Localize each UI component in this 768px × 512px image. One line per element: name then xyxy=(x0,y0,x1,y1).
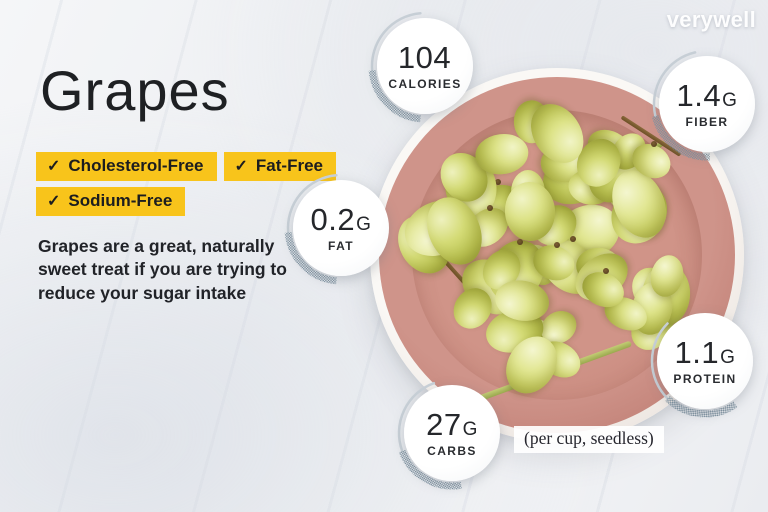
tag-cholesterol-free: ✓ Cholesterol-Free xyxy=(36,152,217,181)
intro-text: Grapes are a great, naturally sweet trea… xyxy=(38,236,287,303)
tag-fat-free: ✓ Fat-Free xyxy=(223,152,336,181)
nutrition-badge-carbs: 27G CARBS xyxy=(392,373,512,493)
check-icon: ✓ xyxy=(47,158,61,175)
check-icon: ✓ xyxy=(47,193,61,210)
badge-value: 1.4 xyxy=(676,77,722,113)
grape-stem-nub xyxy=(602,268,609,274)
grape-stem-nub xyxy=(569,236,576,243)
badge-arc-icon xyxy=(650,322,738,418)
badge-unit: G xyxy=(720,346,736,368)
badge-value: 27 xyxy=(426,406,462,442)
grape-stem-nub xyxy=(487,204,494,211)
grape-stem-nub xyxy=(495,179,501,185)
nutrition-badge-protein: 1.1G PROTEIN xyxy=(645,301,765,421)
badge-arc-icon xyxy=(284,173,338,285)
grape-stem-nub xyxy=(554,242,561,249)
check-icon: ✓ xyxy=(234,158,248,175)
badge-arc-icon xyxy=(651,51,710,161)
badge-arc-icon xyxy=(368,11,422,123)
badge-unit: G xyxy=(356,213,372,235)
badge-value: 1.1 xyxy=(674,334,720,370)
badge-value: 0.2 xyxy=(310,201,356,237)
grape-stem-nub xyxy=(516,238,523,245)
page-title: Grapes xyxy=(40,59,230,122)
tag-sodium-free: ✓ Sodium-Free xyxy=(36,187,186,216)
grapes-cluster xyxy=(370,68,744,442)
badge-label: CARBS xyxy=(427,443,477,458)
verywell-logo: verywell xyxy=(666,7,756,32)
badge-label: FAT xyxy=(328,238,354,253)
badge-circle: 27G CARBS xyxy=(404,385,500,481)
badge-circle: 0.2G FAT xyxy=(293,180,389,276)
badge-label: PROTEIN xyxy=(673,371,737,386)
benefit-tags: ✓ Cholesterol-Free ✓ Fat-Free ✓ Sodium-F… xyxy=(36,152,336,216)
badge-label: CALORIES xyxy=(388,76,462,91)
nutrition-badge-fat: 0.2G FAT xyxy=(281,168,401,288)
tag-label: Fat-Free xyxy=(255,156,323,175)
badge-label: FIBER xyxy=(685,114,729,129)
nutrition-badge-calories: 104 CALORIES xyxy=(365,6,485,126)
badge-unit: G xyxy=(462,418,478,440)
badge-value: 104 xyxy=(397,39,452,75)
badge-circle: 1.1G PROTEIN xyxy=(657,313,753,409)
badge-circle: 1.4G FIBER xyxy=(659,56,755,152)
badge-unit: G xyxy=(722,89,738,111)
badge-arc-icon xyxy=(397,381,462,490)
serving-note: (per cup, seedless) xyxy=(514,426,664,453)
tag-label: Sodium-Free xyxy=(68,191,173,210)
badge-circle: 104 CALORIES xyxy=(377,18,473,114)
tag-label: Cholesterol-Free xyxy=(68,156,204,175)
grape-stem-nub xyxy=(651,141,657,148)
nutrition-badge-fiber: 1.4G FIBER xyxy=(647,44,767,164)
